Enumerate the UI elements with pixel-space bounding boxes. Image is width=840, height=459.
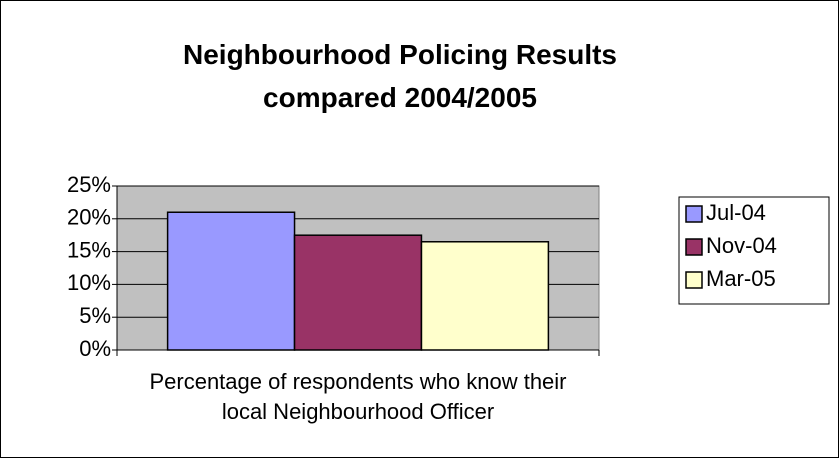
legend-box — [678, 196, 830, 305]
y-tick-label: 0% — [79, 336, 111, 361]
bar — [293, 234, 423, 351]
bar — [166, 211, 296, 351]
y-tick-label: 15% — [67, 237, 111, 262]
y-tick-label: 20% — [67, 205, 111, 230]
chart-title: Neighbourhood Policing Results compared … — [183, 39, 617, 113]
legend-label: Mar-05 — [706, 266, 776, 291]
legend-swatch — [685, 271, 703, 289]
bar — [420, 241, 550, 351]
legend-label: Nov-04 — [706, 233, 777, 258]
legend-swatch — [685, 205, 703, 223]
legend-swatch — [685, 238, 703, 256]
y-tick-label: 10% — [67, 270, 111, 295]
x-tick-label: Percentage of respondents who know their… — [149, 369, 567, 424]
y-tick-label: 5% — [79, 303, 111, 328]
y-tick-label: 25% — [67, 172, 111, 197]
legend-label: Jul-04 — [706, 200, 766, 225]
